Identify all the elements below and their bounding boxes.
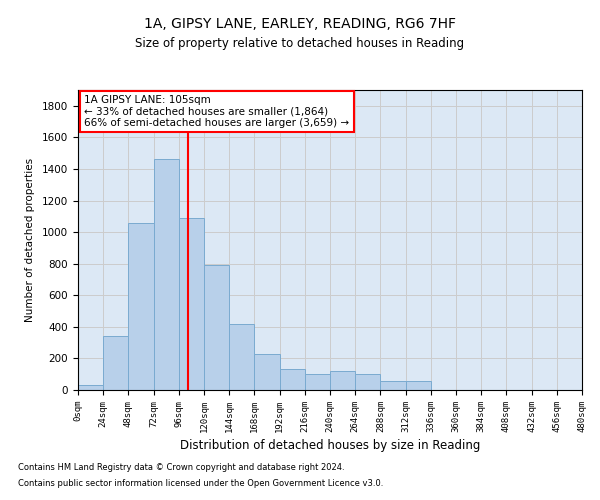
- Text: Contains public sector information licensed under the Open Government Licence v3: Contains public sector information licen…: [18, 478, 383, 488]
- Text: Contains HM Land Registry data © Crown copyright and database right 2024.: Contains HM Land Registry data © Crown c…: [18, 464, 344, 472]
- Bar: [154, 160, 179, 390]
- Bar: [128, 222, 154, 390]
- Bar: [406, 382, 431, 390]
- Bar: [103, 336, 128, 390]
- Text: Size of property relative to detached houses in Reading: Size of property relative to detached ho…: [136, 38, 464, 51]
- Bar: [355, 374, 380, 390]
- Bar: [330, 371, 355, 390]
- Bar: [179, 218, 204, 390]
- Bar: [78, 386, 103, 390]
- Y-axis label: Number of detached properties: Number of detached properties: [25, 158, 35, 322]
- Bar: [229, 324, 254, 390]
- Bar: [254, 354, 280, 390]
- Text: 1A GIPSY LANE: 105sqm
← 33% of detached houses are smaller (1,864)
66% of semi-d: 1A GIPSY LANE: 105sqm ← 33% of detached …: [84, 94, 349, 128]
- Text: 1A, GIPSY LANE, EARLEY, READING, RG6 7HF: 1A, GIPSY LANE, EARLEY, READING, RG6 7HF: [144, 18, 456, 32]
- Bar: [380, 380, 406, 390]
- Bar: [204, 266, 229, 390]
- Bar: [280, 370, 305, 390]
- Bar: [305, 374, 330, 390]
- X-axis label: Distribution of detached houses by size in Reading: Distribution of detached houses by size …: [180, 439, 480, 452]
